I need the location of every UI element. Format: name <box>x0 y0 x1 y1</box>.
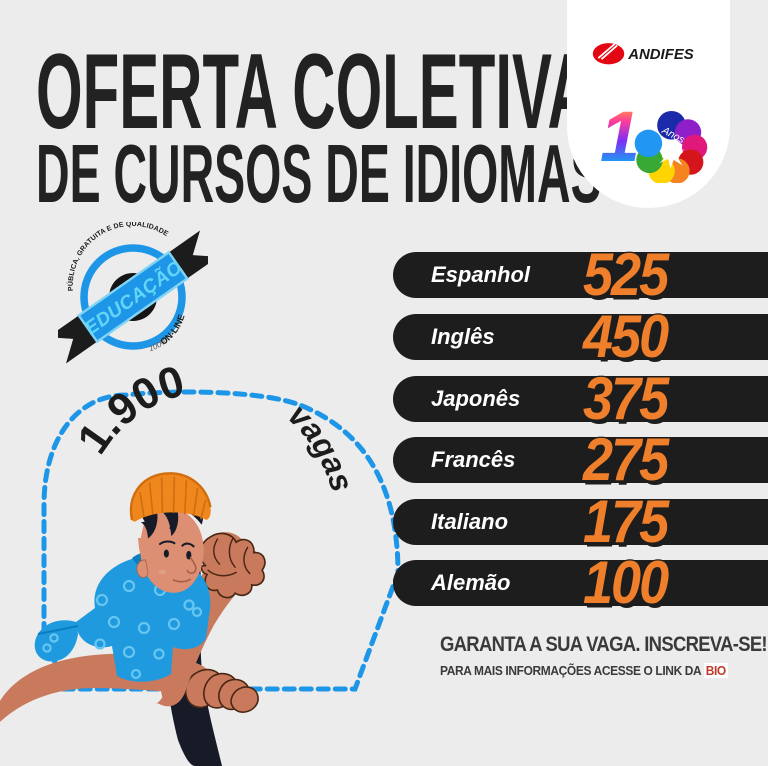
svg-text:ON-LINE: ON-LINE <box>158 313 186 347</box>
svg-text:ANDIFES: ANDIFES <box>627 46 694 63</box>
svg-text:1: 1 <box>600 97 640 177</box>
